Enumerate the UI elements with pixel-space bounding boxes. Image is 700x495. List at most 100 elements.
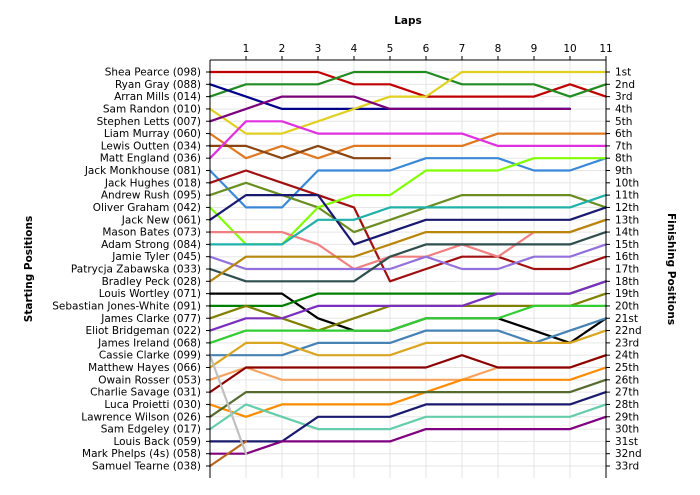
series-line xyxy=(208,194,608,246)
x-tick-label: 8 xyxy=(495,43,502,55)
x-tick-label: 1 xyxy=(243,43,250,55)
series-line xyxy=(208,329,608,369)
finishing-position-label: 7th xyxy=(615,140,632,152)
x-tick-label: 2 xyxy=(279,43,286,55)
starting-position-label: Liam Murray (060) xyxy=(104,128,201,140)
series-lines xyxy=(208,70,608,468)
x-tick-label: 11 xyxy=(599,43,612,55)
starting-position-label: Samuel Tearne (038) xyxy=(92,461,201,473)
finishing-position-label: 21st xyxy=(615,313,638,325)
starting-position-label: Charlie Savage (031) xyxy=(90,387,201,399)
finishing-position-label: 27th xyxy=(615,387,639,399)
series-line xyxy=(208,231,608,283)
starting-position-label: Sam Edgeley (017) xyxy=(101,424,201,436)
series-line xyxy=(208,157,608,209)
finishing-position-label: 2nd xyxy=(615,79,635,91)
starting-position-label: Sebastian Jones-White (091) xyxy=(52,300,201,312)
starting-position-label: Oliver Graham (042) xyxy=(93,202,201,214)
series-line xyxy=(208,391,608,443)
series-line xyxy=(208,304,608,344)
series-line xyxy=(208,70,608,98)
finishing-position-label: 29th xyxy=(615,411,639,423)
series-line xyxy=(208,280,608,332)
finishing-position-label: 18th xyxy=(615,276,639,288)
starting-position-labels: Shea Pearce (098)Ryan Gray (088)Arran Mi… xyxy=(52,67,210,473)
series-line xyxy=(208,378,608,418)
starting-position-label: Arran Mills (014) xyxy=(114,91,201,103)
series-line xyxy=(208,317,608,357)
finishing-position-label: 19th xyxy=(615,288,639,300)
series-line xyxy=(208,169,608,283)
series-line xyxy=(208,70,608,135)
starting-position-label: Jack Hughes (018) xyxy=(104,177,201,189)
series-line xyxy=(208,354,248,455)
starting-position-label: Bradley Peck (028) xyxy=(102,276,201,288)
x-tick-label: 10 xyxy=(563,43,576,55)
finishing-position-label: 3rd xyxy=(615,91,632,103)
starting-position-label: Andrew Rush (095) xyxy=(101,190,201,202)
starting-position-label: Mason Bates (073) xyxy=(102,227,201,239)
finishing-position-label: 9th xyxy=(615,165,632,177)
series-line xyxy=(208,354,608,394)
finishing-position-label: 15th xyxy=(615,239,639,251)
series-line xyxy=(208,95,572,123)
finishing-position-label: 16th xyxy=(615,251,639,263)
starting-position-label: Ryan Gray (088) xyxy=(115,79,201,91)
x-tick-label: 4 xyxy=(351,43,358,55)
starting-position-label: Lewis Outten (034) xyxy=(101,140,201,152)
starting-position-label: Jamie Tyler (045) xyxy=(111,251,201,263)
finishing-position-labels: 1st2nd3rd4th5th6th7th8th9th10th11th12th1… xyxy=(606,67,642,473)
starting-position-label: James Ireland (068) xyxy=(97,337,201,349)
series-line xyxy=(208,218,608,283)
series-line xyxy=(208,403,608,431)
x-ticks: 1 2 3 4 5 6 7 8 9 10 11 xyxy=(243,43,613,60)
starting-position-label: Louis Wortley (071) xyxy=(99,288,201,300)
finishing-position-label: 20th xyxy=(615,300,639,312)
x-tick-label: 5 xyxy=(387,43,394,55)
finishing-position-label: 32nd xyxy=(615,448,642,460)
starting-position-label: Eliot Bridgeman (022) xyxy=(86,325,201,337)
x-tick-label: 7 xyxy=(459,43,466,55)
series-line xyxy=(208,243,608,271)
finishing-position-label: 17th xyxy=(615,264,639,276)
finishing-position-label: 8th xyxy=(615,153,632,165)
finishing-position-label: 10th xyxy=(615,177,639,189)
starting-position-label: Luca Proietti (030) xyxy=(104,399,201,411)
x-axis-title: Laps xyxy=(394,15,422,27)
series-line xyxy=(208,120,608,160)
series-line xyxy=(208,132,608,160)
finishing-position-label: 14th xyxy=(615,227,639,239)
finishing-position-label: 25th xyxy=(615,362,639,374)
starting-position-label: Sam Randon (010) xyxy=(103,103,201,115)
series-line xyxy=(208,144,392,160)
finishing-position-label: 1st xyxy=(615,67,631,79)
finishing-position-label: 31st xyxy=(615,436,638,448)
series-line xyxy=(208,194,608,246)
finishing-position-label: 11th xyxy=(615,190,639,202)
starting-position-label: Lawrence Wilson (026) xyxy=(81,411,201,423)
x-tick-label: 6 xyxy=(423,43,430,55)
starting-position-label: Adam Strong (084) xyxy=(101,239,201,251)
starting-position-label: Jack New (061) xyxy=(121,214,201,226)
starting-position-label: Patrycja Zabawska (033) xyxy=(71,264,201,276)
starting-position-label: Mark Phelps (4s) (058) xyxy=(82,448,201,460)
x-tick-label: 3 xyxy=(315,43,322,55)
starting-position-label: Matt England (036) xyxy=(100,153,201,165)
finishing-position-label: 24th xyxy=(615,350,639,362)
finishing-position-label: 13th xyxy=(615,214,639,226)
finishing-position-label: 4th xyxy=(615,103,632,115)
y-axis-title-right: Finishing Positions xyxy=(665,213,677,325)
finishing-position-label: 33rd xyxy=(615,461,639,473)
finishing-position-label: 23rd xyxy=(615,337,639,349)
y-axis-title-left: Starting Positions xyxy=(23,216,35,322)
starting-position-label: Matthew Hayes (066) xyxy=(88,362,201,374)
finishing-position-label: 12th xyxy=(615,202,639,214)
starting-position-label: James Clarke (077) xyxy=(100,313,201,325)
series-line xyxy=(208,70,608,98)
finishing-position-label: 26th xyxy=(615,374,639,386)
series-line xyxy=(208,181,608,234)
finishing-position-label: 28th xyxy=(615,399,639,411)
starting-position-label: Shea Pearce (098) xyxy=(105,67,201,79)
x-tick-label: 9 xyxy=(531,43,538,55)
